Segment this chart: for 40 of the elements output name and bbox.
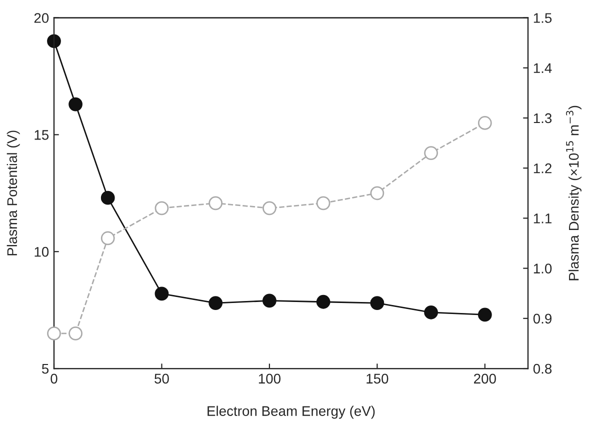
point bbox=[100, 231, 115, 246]
point bbox=[370, 186, 384, 200]
y2-tick-label: 1.3 bbox=[534, 113, 552, 124]
point bbox=[478, 308, 492, 322]
point bbox=[424, 305, 438, 320]
y-axis-title: Plasma Potential (V) bbox=[6, 130, 20, 256]
x-tick-label: 200 bbox=[474, 374, 496, 384]
point bbox=[316, 294, 330, 309]
y-tick-label: 10 bbox=[34, 246, 49, 257]
y2-tick-label: 1.5 bbox=[534, 13, 552, 23]
point bbox=[316, 196, 330, 210]
y2-tick-label: 0.8 bbox=[533, 364, 552, 374]
point bbox=[100, 190, 115, 205]
y2-tick-label: 1.1 bbox=[534, 214, 552, 224]
y2-tick-label: 1.4 bbox=[534, 63, 552, 73]
y2-axis-title: Plasma Density (×10$^{15}$ m$^{−3}$) bbox=[566, 106, 582, 280]
x-tick-label: 50 bbox=[154, 374, 169, 384]
point bbox=[154, 201, 169, 216]
point bbox=[262, 294, 276, 308]
y2-tick-label: 1.0 bbox=[534, 264, 552, 274]
y2-tick-label: 1.2 bbox=[534, 163, 552, 174]
point bbox=[424, 146, 438, 160]
y2-tick-label: 0.9 bbox=[533, 314, 552, 324]
point bbox=[208, 296, 223, 310]
point bbox=[370, 296, 384, 310]
y-tick-label: 20 bbox=[34, 13, 49, 23]
x-tick-label: 0 bbox=[50, 374, 58, 384]
x-tick-label: 150 bbox=[366, 374, 388, 384]
point bbox=[262, 201, 276, 216]
point bbox=[47, 34, 61, 48]
point bbox=[154, 286, 169, 301]
x-tick-label: 100 bbox=[258, 374, 280, 384]
point bbox=[208, 196, 223, 210]
point bbox=[478, 116, 492, 130]
y-tick-label: 5 bbox=[42, 364, 49, 374]
x-axis-title: Electron Beam Energy (eV) bbox=[208, 406, 375, 419]
y-tick-label: 15 bbox=[34, 130, 49, 140]
point bbox=[68, 326, 82, 340]
point bbox=[47, 326, 61, 340]
point bbox=[68, 97, 82, 112]
